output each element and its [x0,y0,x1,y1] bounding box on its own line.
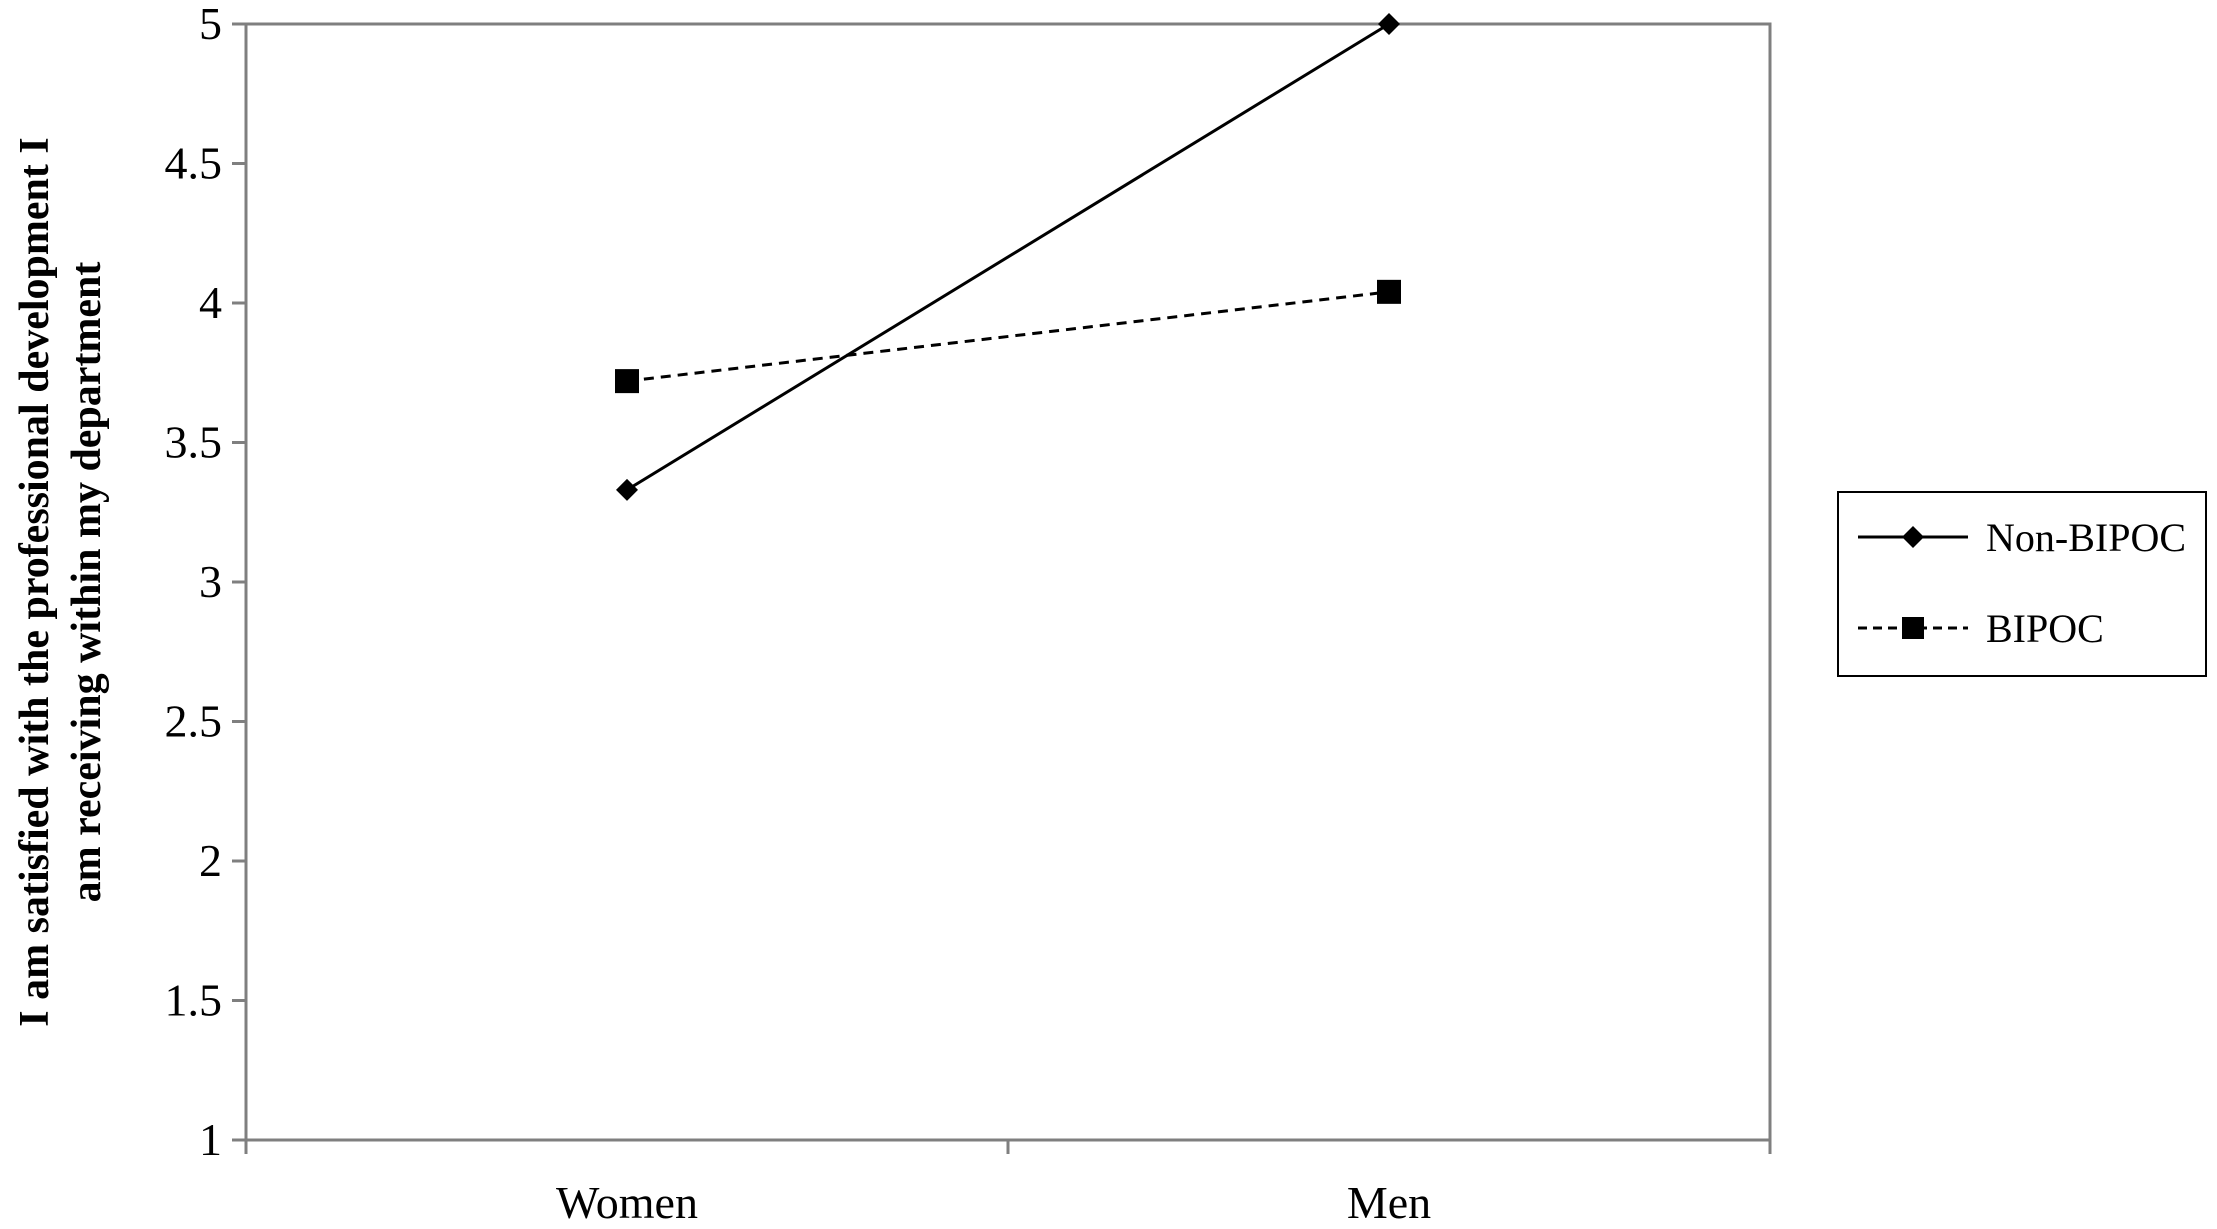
y-axis-label-line-2: am receiving within my department [64,262,110,903]
data-point-diamond [1378,13,1400,35]
y-tick-label: 2.5 [165,696,223,747]
y-tick-label: 2 [199,835,222,886]
series-line-bipoc [626,290,1390,383]
y-axis-label-line-1: I am satisfied with the professional dev… [12,137,58,1026]
series-line-non-bipoc [626,22,1390,492]
x-category-label: Women [556,1177,698,1228]
y-tick-label: 1.5 [165,975,223,1026]
y-tick-label: 4.5 [165,138,223,189]
legend-marker-square [1902,617,1924,639]
data-point-square [1377,279,1401,304]
legend-marker-diamond [1902,526,1924,548]
y-tick-label: 3.5 [165,417,223,468]
legend: Non-BIPOC BIPOC [1837,491,2207,677]
legend-box [1837,491,2207,677]
x-axis-ticks: Women Men [244,1140,1772,1228]
y-axis-ticks: 1 1.5 2 2.5 3 3.5 4 4.5 5 [165,0,246,1165]
data-point-square [615,369,639,394]
y-tick-label: 3 [199,556,222,607]
legend-label-bipoc: BIPOC [1986,606,2104,651]
series-layer [615,13,1401,501]
legend-label-non-bipoc: Non-BIPOC [1986,515,2186,560]
y-tick-label: 1 [199,1114,222,1165]
data-point-diamond [616,478,638,501]
y-tick-label: 4 [199,277,222,328]
x-category-label: Men [1347,1177,1431,1228]
y-tick-label: 5 [199,0,222,49]
